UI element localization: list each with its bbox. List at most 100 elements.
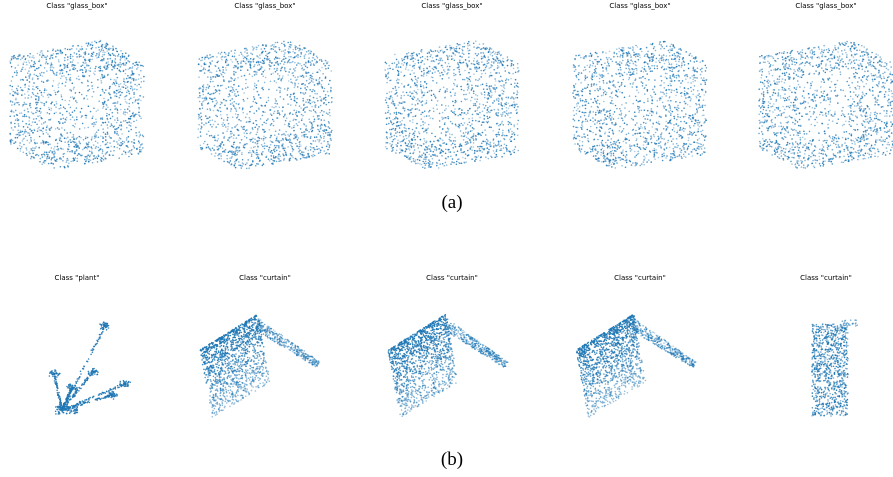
point [58,128,60,130]
point [455,146,457,148]
point [493,139,495,141]
point [64,121,66,123]
point [108,121,110,123]
point [28,75,30,77]
point [401,150,403,152]
point [250,163,252,165]
point [491,92,493,94]
point [397,70,399,72]
point [292,157,294,159]
point [459,44,461,46]
point [489,85,491,87]
point [578,74,580,76]
point [104,92,106,94]
point [252,160,254,162]
point [27,132,29,134]
point [454,79,456,81]
point [40,108,42,110]
point [494,84,496,86]
point [394,129,396,131]
point [40,158,42,160]
point [53,167,55,169]
point [439,57,441,59]
point [400,71,402,73]
point [70,89,72,91]
point [486,88,488,90]
point [321,143,323,145]
point [451,110,453,112]
point [426,83,428,85]
point [130,97,132,99]
point [502,80,504,82]
point [293,138,295,140]
point [329,145,331,147]
point [315,140,317,142]
point [219,90,221,92]
point [109,94,111,96]
point [385,62,387,64]
point [636,73,638,75]
point [394,62,396,64]
point [279,140,281,142]
point [290,154,292,156]
point [52,57,54,59]
point [251,139,253,141]
point [258,163,260,165]
point [605,52,607,54]
point [298,121,300,123]
point [510,128,512,130]
point [12,140,14,142]
point [585,112,587,114]
point [139,135,141,137]
point [39,54,41,56]
point [483,56,485,58]
point [67,59,69,61]
point [106,115,108,117]
point [125,111,127,113]
point [140,100,142,102]
point [504,139,506,141]
point [504,88,506,90]
point [82,72,84,74]
point [644,118,646,120]
point [490,67,492,69]
point [630,59,632,61]
point [88,42,90,44]
point [234,52,236,54]
point [495,60,497,62]
point [228,64,230,66]
point [418,66,420,68]
point [31,60,33,62]
point [296,98,298,100]
point [404,127,406,129]
point [268,89,270,91]
point [452,88,454,90]
point [424,140,426,142]
point [468,72,470,74]
point [102,54,104,56]
point [583,133,585,135]
point [285,139,287,141]
point [77,45,79,47]
point [628,47,630,49]
point [237,152,239,154]
point [125,85,127,87]
point [511,65,513,67]
point [704,147,706,149]
point [92,162,94,164]
point [447,68,449,70]
point [303,76,305,78]
point [253,96,255,98]
point [261,87,263,89]
point [450,49,452,51]
point [491,145,493,147]
point [201,57,203,59]
point [203,94,205,96]
point [116,83,118,85]
point [50,103,52,105]
point [402,91,404,93]
point [237,77,239,79]
point [702,130,704,132]
point [24,84,26,86]
point [45,63,47,65]
